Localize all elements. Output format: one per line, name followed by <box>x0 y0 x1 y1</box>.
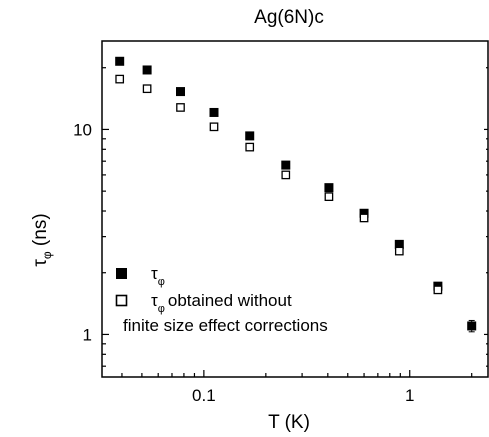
point-open-square <box>142 84 152 94</box>
point-open-square <box>209 122 219 132</box>
point-filled-square <box>467 321 477 331</box>
y-tick-label: 1 <box>83 325 92 344</box>
x-tick-label: 1 <box>405 386 414 405</box>
y-tick-label: 10 <box>73 120 92 139</box>
data-points <box>115 56 477 333</box>
point-open-square <box>176 103 185 112</box>
point-filled-square <box>281 160 291 170</box>
axis-tick-labels: 0.1 1 1 10 <box>73 120 414 405</box>
point-filled-square <box>142 65 152 75</box>
point-filled-square <box>176 87 186 97</box>
point-open-square <box>245 142 255 152</box>
x-axis-label: T (K) <box>268 412 310 433</box>
point-open-square <box>433 285 443 295</box>
legend-swatch-filled <box>116 268 127 279</box>
legend: τφ τφ obtained without finite size effect… <box>115 264 328 335</box>
svg-text:τφ (ns): τφ (ns) <box>30 213 54 266</box>
point-open-square <box>324 192 334 202</box>
axis-ticks <box>102 67 488 377</box>
y-label-subscript: φ <box>40 251 54 259</box>
point-open-square <box>115 74 125 84</box>
point-open-square <box>281 170 291 180</box>
point-filled-square <box>209 107 219 117</box>
point-filled-square <box>115 56 125 66</box>
point-filled-square <box>359 208 369 218</box>
legend-entry-1: τφ <box>151 264 165 288</box>
y-axis-label: τφ (ns) <box>30 213 54 266</box>
point-open-square <box>359 213 369 223</box>
point-filled-square <box>394 239 404 249</box>
plot-frame <box>101 40 489 378</box>
point-open-square <box>394 246 404 256</box>
y-label-unit: (ns) <box>30 213 51 251</box>
legend-swatch-open <box>115 294 128 307</box>
y-label-base: τ <box>30 259 51 267</box>
x-tick-label: 0.1 <box>192 386 216 405</box>
point-filled-square <box>245 131 255 141</box>
point-filled-square <box>324 183 334 193</box>
chart-title: Ag(6N)c <box>254 7 324 28</box>
legend-entry-2: τφ obtained without <box>151 291 292 315</box>
legend-entry-2-line2: finite size effect corrections <box>123 316 328 335</box>
